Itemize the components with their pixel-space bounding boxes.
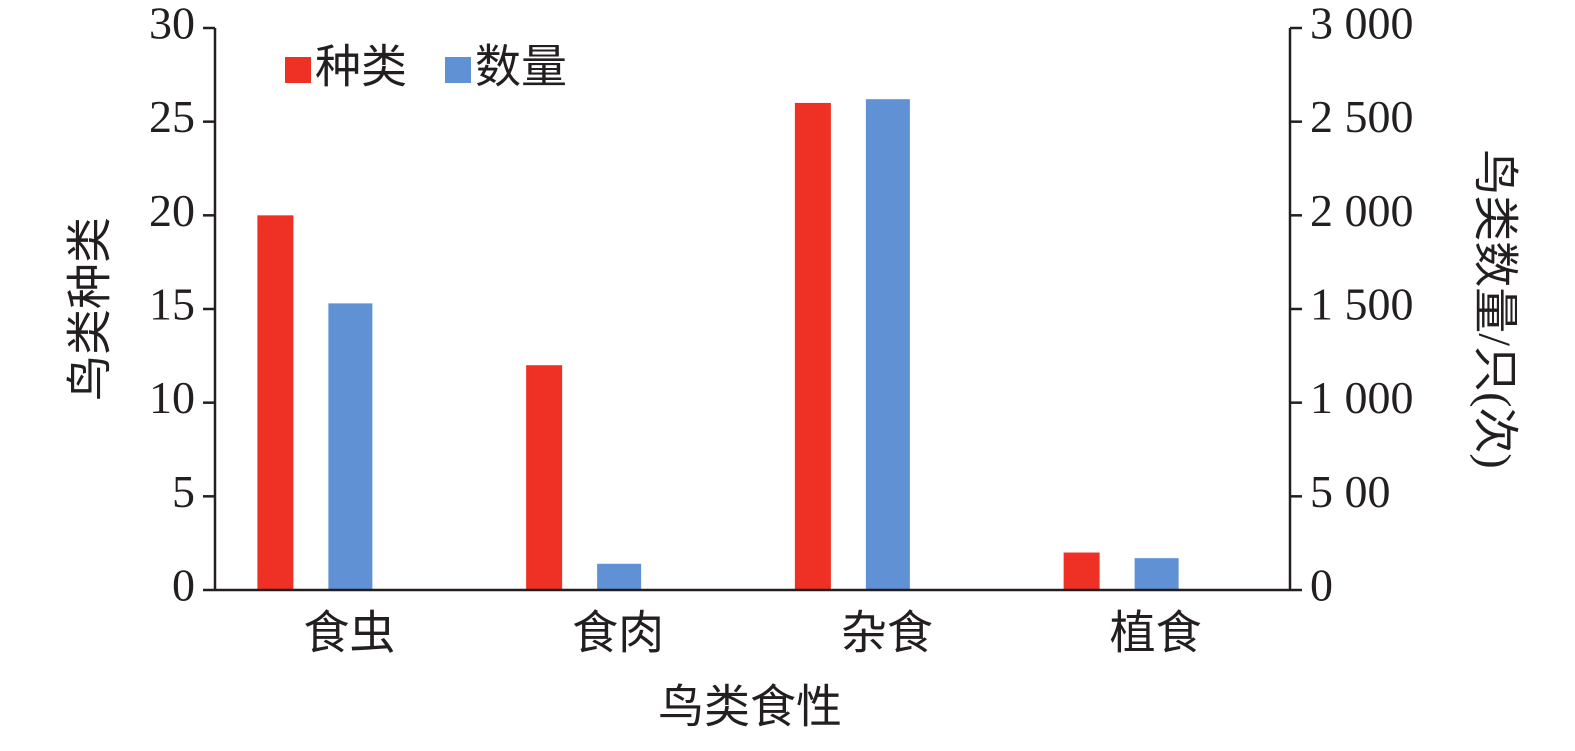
legend-label: 种类 — [315, 42, 407, 93]
legend-swatch — [285, 57, 311, 83]
y2-axis-title: 鸟类数量/只(次) — [1469, 149, 1520, 468]
x-tick-label: 植食 — [1110, 608, 1202, 659]
legend-swatch — [445, 57, 471, 83]
y2-tick-label: 5 00 — [1310, 466, 1391, 517]
y2-tick-label: 1 500 — [1310, 279, 1414, 330]
y-tick-label: 0 — [172, 560, 195, 611]
bar — [865, 99, 910, 590]
y2-tick-label: 2 500 — [1310, 91, 1414, 142]
bar — [597, 563, 642, 590]
y-tick-label: 30 — [149, 0, 195, 49]
y-tick-label: 5 — [172, 466, 195, 517]
x-tick-label: 食虫 — [303, 608, 395, 659]
y2-tick-label: 3 000 — [1310, 0, 1414, 49]
legend-label: 数量 — [475, 42, 567, 93]
x-axis-title: 鸟类食性 — [658, 682, 842, 733]
bar — [526, 365, 563, 590]
y-tick-label: 15 — [149, 279, 195, 330]
bar — [257, 215, 294, 591]
y-tick-label: 20 — [149, 185, 195, 236]
bar — [1063, 552, 1100, 590]
y2-tick-label: 1 000 — [1310, 372, 1414, 423]
y-axis-title: 鸟类种类 — [65, 217, 116, 401]
bar — [794, 102, 831, 590]
y2-tick-label: 0 — [1310, 560, 1333, 611]
y-tick-label: 10 — [149, 372, 195, 423]
y2-tick-label: 2 000 — [1310, 185, 1414, 236]
x-tick-label: 杂食 — [841, 608, 933, 659]
bar — [1134, 558, 1179, 590]
bar — [328, 303, 373, 590]
y-tick-label: 25 — [149, 91, 195, 142]
x-tick-label: 食肉 — [572, 608, 664, 659]
